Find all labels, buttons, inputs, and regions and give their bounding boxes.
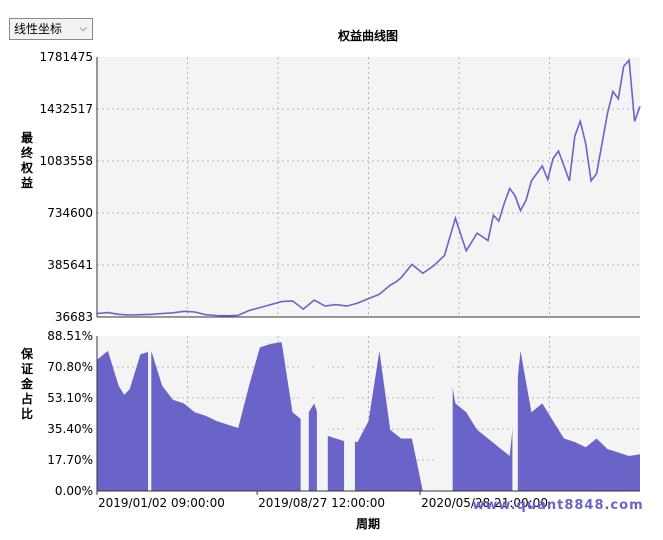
x-tick-label: 2019/01/02 09:00:00 [98,496,225,510]
chart-title: 权益曲线图 [337,28,398,43]
margin-gap [316,336,328,491]
margin-x-label: 周期 [356,516,380,531]
tick-label: 385641 [47,258,93,272]
y-label-char: 占 [21,391,33,406]
margin-y-label: 保证金占比 [20,346,34,421]
tick-label: 1781475 [40,50,93,64]
chevron-down-icon: ⌵ [79,23,87,34]
tick-label: 1432517 [40,102,93,116]
margin-gaps [148,336,518,491]
margin-gap [433,336,453,491]
tick-label: 734600 [47,206,93,220]
equity-y-label: 最终权益 [20,131,34,190]
margin-area [97,342,640,491]
tick-label: 70.80% [47,360,93,374]
watermark: www.quant8848.com [472,498,643,513]
margin-gap [512,336,518,491]
margin-gap [300,336,309,491]
y-label-char: 证 [21,362,33,376]
y-label-char: 最 [21,131,34,145]
equity-y-ticks: 36683 385641 734600 1083558 1432517 1781475 [40,50,93,324]
tick-label: 1083558 [40,154,93,168]
tick-label: 17.70% [47,453,93,467]
scale-select[interactable]: 线性坐标 ⌵ [9,18,93,40]
tick-label: 88.51% [47,329,93,343]
y-label-char: 保 [20,346,34,361]
tick-label: 35.40% [47,422,93,436]
equity-grid [97,57,640,317]
y-label-char: 权 [20,160,34,175]
x-tick-label: 2020/05/28 21:00:00 [421,496,548,510]
tick-label: 36683 [55,310,93,324]
x-tick-label: 2019/08/27 12:00:00 [258,496,385,510]
equity-line [96,58,641,317]
scale-select-value: 线性坐标 [14,22,63,36]
margin-x-ticks: 2019/01/02 09:00:00 2019/08/27 12:00:00 20… [96,491,548,510]
margin-gap [148,336,152,491]
margin-gap [344,336,355,491]
y-label-char: 益 [21,175,33,190]
y-label-char: 比 [21,406,33,421]
tick-label: 0.00% [55,484,93,498]
y-label-char: 金 [20,376,34,391]
y-label-char: 终 [21,145,34,160]
margin-y-ticks: 0.00% 17.70% 35.40% 53.10% 70.80% 88.51% [47,329,93,498]
tick-label: 53.10% [47,391,93,405]
